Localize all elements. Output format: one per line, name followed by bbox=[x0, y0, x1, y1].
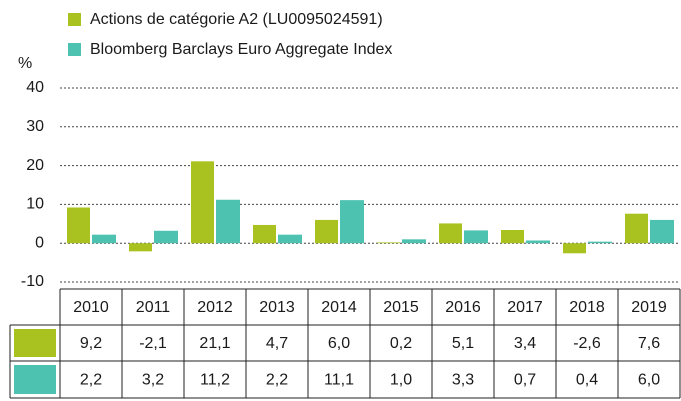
legend-swatch bbox=[68, 43, 81, 56]
bar bbox=[501, 230, 524, 244]
table-value: 0,2 bbox=[390, 335, 412, 352]
table-value: -2,1 bbox=[139, 335, 167, 352]
bar bbox=[278, 234, 302, 244]
x-tick-label: 2011 bbox=[136, 299, 171, 316]
bar bbox=[563, 243, 586, 254]
table-value: 2,2 bbox=[80, 372, 102, 389]
bar bbox=[191, 161, 214, 244]
table-value: 3,4 bbox=[514, 335, 536, 352]
bar bbox=[588, 241, 612, 244]
bar bbox=[129, 243, 152, 252]
table-value: 7,6 bbox=[638, 335, 660, 352]
y-tick-label: 40 bbox=[26, 79, 44, 96]
table-value: 3,3 bbox=[452, 372, 474, 389]
y-axis-label: % bbox=[18, 55, 32, 72]
bar bbox=[650, 219, 674, 244]
table-value: 3,2 bbox=[142, 372, 164, 389]
x-tick-label: 2019 bbox=[631, 299, 667, 316]
table-swatch bbox=[14, 329, 56, 357]
table-value: 6,0 bbox=[328, 335, 350, 352]
table-value: 5,1 bbox=[452, 335, 474, 352]
table-value: 21,1 bbox=[199, 335, 230, 352]
y-tick-label: 10 bbox=[26, 196, 44, 213]
legend-swatch bbox=[68, 13, 81, 26]
bar bbox=[154, 230, 178, 244]
bar bbox=[439, 223, 462, 244]
bar bbox=[526, 240, 550, 244]
table-value: 0,7 bbox=[514, 372, 536, 389]
bar bbox=[625, 213, 648, 244]
bar bbox=[340, 200, 364, 244]
bar bbox=[402, 239, 426, 244]
table-value: 6,0 bbox=[638, 372, 660, 389]
table-value: 0,4 bbox=[576, 372, 598, 389]
bar bbox=[253, 224, 276, 244]
table-value: -2,6 bbox=[573, 335, 601, 352]
table-value: 4,7 bbox=[266, 335, 288, 352]
table-value: 9,2 bbox=[80, 335, 102, 352]
x-tick-label: 2013 bbox=[259, 299, 295, 316]
bar bbox=[464, 230, 488, 244]
bar bbox=[315, 219, 338, 244]
bar bbox=[216, 199, 240, 244]
legend-label: Bloomberg Barclays Euro Aggregate Index bbox=[90, 41, 392, 58]
x-tick-label: 2015 bbox=[383, 299, 419, 316]
legend-label: Actions de catégorie A2 (LU0095024591) bbox=[90, 11, 383, 28]
bar bbox=[67, 207, 90, 244]
bar bbox=[377, 242, 400, 244]
x-tick-label: 2016 bbox=[445, 299, 481, 316]
y-tick-label: 20 bbox=[26, 157, 44, 174]
x-tick-label: 2012 bbox=[197, 299, 233, 316]
table-value: 2,2 bbox=[266, 372, 288, 389]
bar bbox=[92, 234, 116, 244]
x-tick-label: 2010 bbox=[73, 299, 109, 316]
table-value: 1,0 bbox=[390, 372, 412, 389]
y-tick-label: 30 bbox=[26, 118, 44, 135]
y-tick-label: 0 bbox=[35, 234, 44, 251]
table-value: 11,1 bbox=[324, 372, 354, 389]
x-tick-label: 2017 bbox=[507, 299, 543, 316]
y-tick-label: -10 bbox=[21, 273, 44, 290]
x-tick-label: 2018 bbox=[569, 299, 605, 316]
x-tick-label: 2014 bbox=[321, 299, 357, 316]
table-swatch bbox=[14, 365, 56, 394]
table-value: 11,2 bbox=[200, 372, 230, 389]
